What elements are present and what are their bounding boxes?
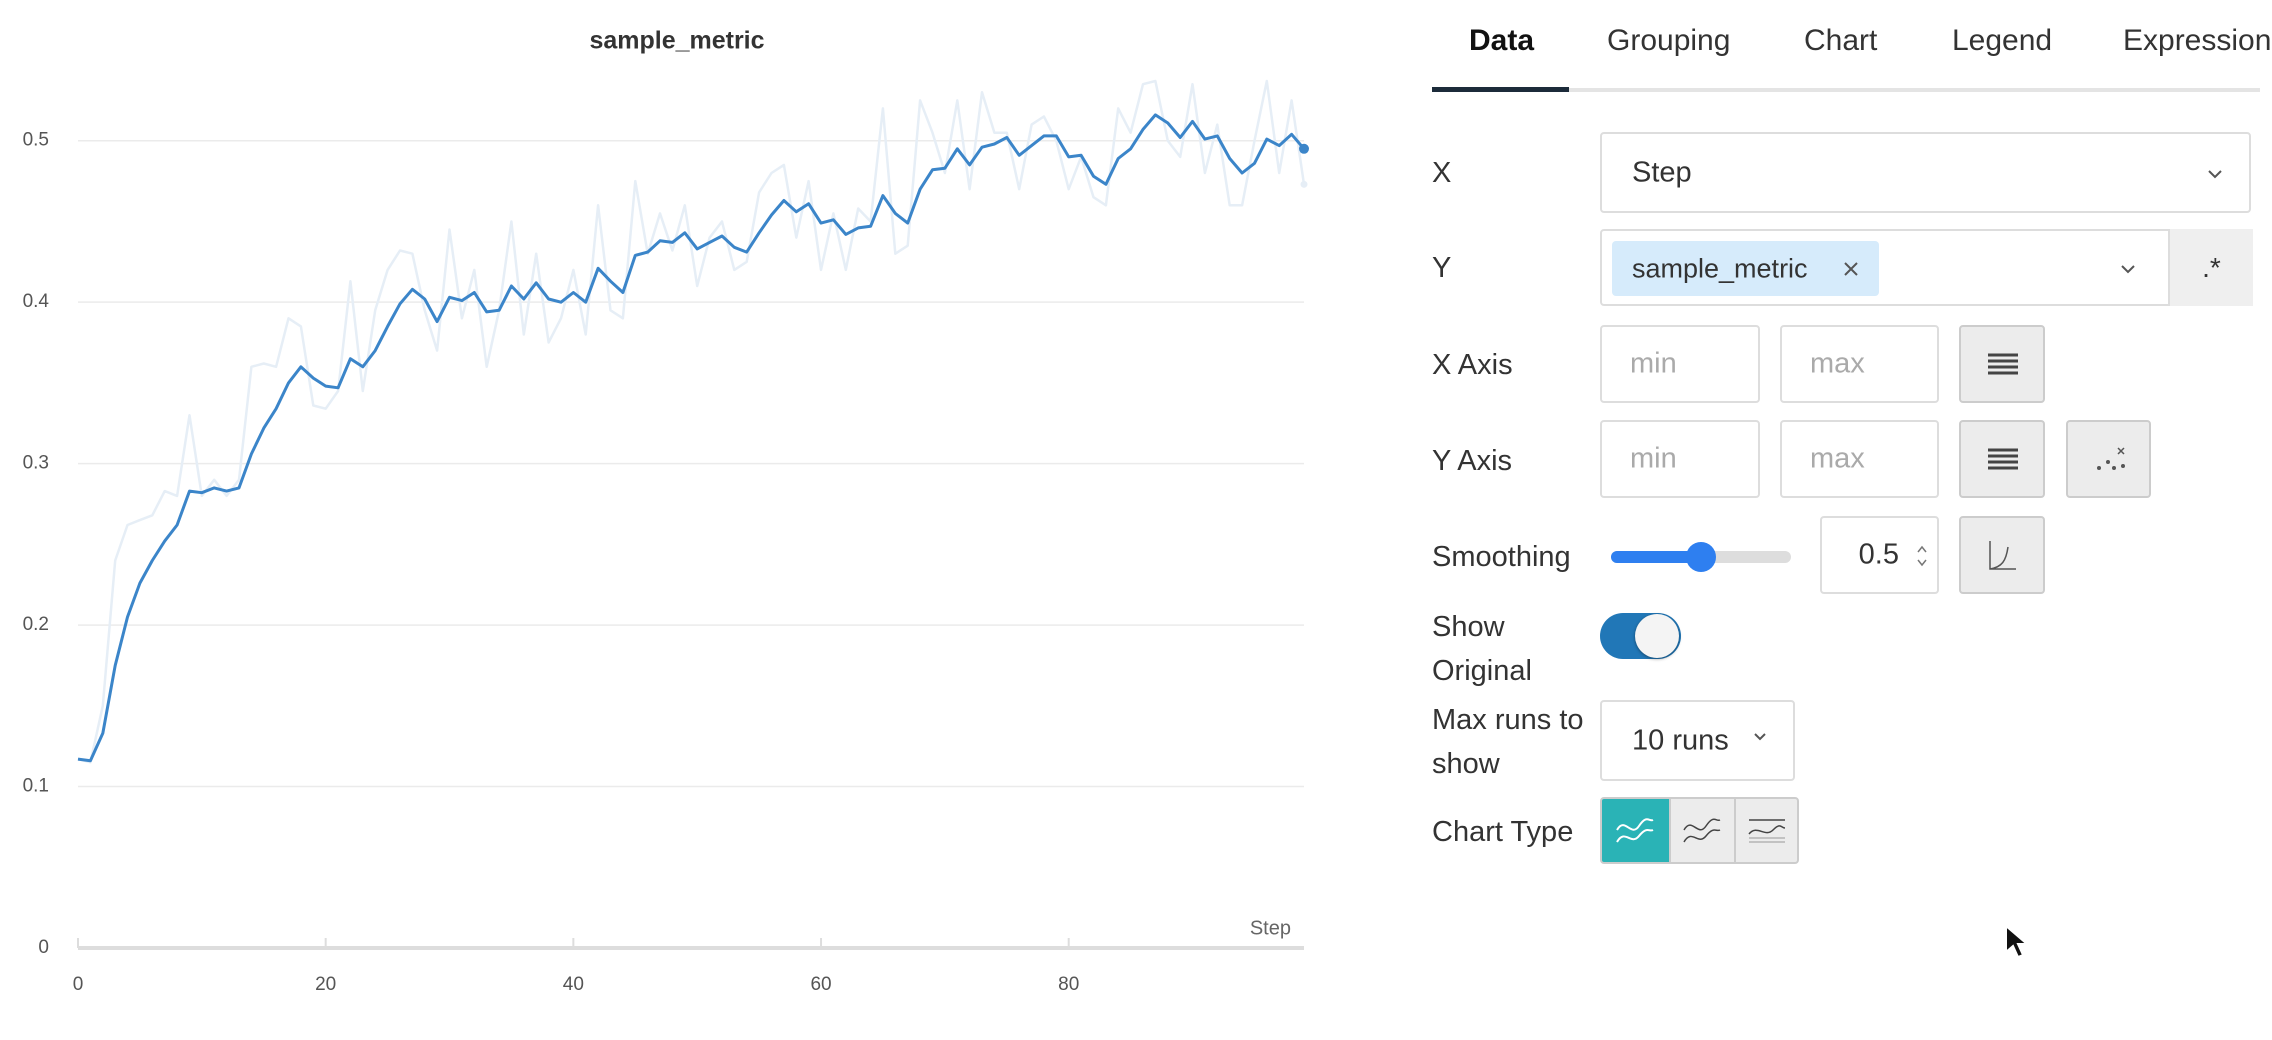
spinner [1917, 545, 1927, 567]
chip-text: sample_metric [1632, 253, 1808, 283]
label: Chart Type [1432, 816, 1574, 848]
log-button[interactable] [2066, 420, 2151, 498]
chart-type-percent[interactable] [1734, 799, 1797, 862]
icon [1683, 818, 1721, 843]
select-value: 10 runs [1632, 724, 1729, 756]
label: X [1432, 157, 1452, 189]
x-axis-label: Step [1250, 917, 1291, 939]
tab[interactable]: Chart [1804, 24, 1878, 57]
tab-active-bar [1432, 87, 1569, 92]
icon [1989, 541, 2016, 570]
toggle-knob [1635, 614, 1679, 658]
input[interactable]: min [1600, 325, 1760, 403]
x-tick-label: 80 [1058, 974, 1079, 995]
slider-knob[interactable] [1686, 542, 1716, 572]
x-tick-label: 40 [563, 974, 584, 995]
x-tick-label: 60 [810, 974, 831, 995]
chevron [2208, 170, 2222, 179]
y-tick-label: 0.3 [23, 453, 49, 474]
end-point [1299, 143, 1309, 154]
input[interactable]: max [1780, 420, 1939, 498]
select-value: Step [1632, 156, 1692, 188]
label: Y [1432, 252, 1452, 284]
series-line [77, 113, 1306, 763]
chart-type-area[interactable] [1669, 799, 1736, 862]
placeholder: min [1630, 347, 1677, 380]
tab[interactable]: Grouping [1607, 24, 1731, 57]
icon [2097, 447, 2125, 470]
label: Smoothing [1432, 541, 1571, 573]
cursor [2005, 924, 2030, 959]
x-tick-label: 0 [73, 974, 84, 995]
input[interactable]: min [1600, 420, 1760, 498]
x-select[interactable]: Step [1600, 132, 2251, 213]
number-value: 0.5 [1858, 538, 1899, 571]
chart-type-line[interactable] [1602, 799, 1669, 862]
toggle[interactable] [1600, 613, 1681, 659]
icon [1748, 819, 1786, 843]
regex-text: .* [2202, 251, 2221, 283]
icon [1988, 448, 2018, 470]
placeholder: max [1810, 347, 1865, 380]
tab[interactable]: Expressions [2123, 24, 2272, 57]
y-tick-label: 0.4 [23, 291, 50, 312]
tab[interactable]: Data [1469, 24, 1535, 57]
x-tick-label: 20 [315, 974, 336, 995]
end-point [1300, 180, 1308, 188]
label: Max runs to show [1432, 704, 1584, 780]
y-tick-label: 0.5 [23, 130, 49, 151]
scale-button[interactable] [1959, 325, 2045, 403]
input[interactable]: max [1780, 325, 1939, 403]
slider-track [1611, 542, 1791, 572]
tab[interactable]: Legend [1952, 24, 2053, 57]
tab-rule [1432, 88, 2260, 92]
icon [1988, 353, 2018, 375]
runs-select[interactable]: 10 runs [1600, 700, 1795, 781]
chart: sample_metric Step 0 0.1 0.2 0.3 0.4 0.5 0 20 40… [23, 27, 1309, 995]
regex-button[interactable]: .* [2168, 229, 2253, 306]
chart-type-group [1600, 797, 1799, 864]
series-line [77, 79, 1306, 764]
chevron [2121, 265, 2135, 274]
scale-button[interactable] [1959, 420, 2045, 498]
placeholder: max [1810, 442, 1865, 475]
chip-remove[interactable] [1843, 261, 1859, 277]
label: Show Original [1432, 611, 1532, 687]
placeholder: min [1630, 442, 1677, 475]
number-input[interactable]: 0.5 [1820, 516, 1939, 594]
y-select[interactable]: sample_metric .* [1600, 229, 2253, 306]
label: X Axis [1432, 349, 1513, 381]
chart-title: sample_metric [589, 27, 764, 55]
icon [1616, 818, 1654, 843]
slider-fill [1611, 551, 1701, 563]
chevron [1754, 733, 1766, 741]
y-tick-label: 0 [38, 937, 49, 958]
chip: sample_metric [1612, 241, 1879, 296]
smoothing-button[interactable] [1959, 516, 2045, 594]
y-tick-label: 0.2 [23, 614, 49, 635]
y-tick-label: 0.1 [23, 776, 49, 797]
label: Y Axis [1432, 445, 1513, 477]
